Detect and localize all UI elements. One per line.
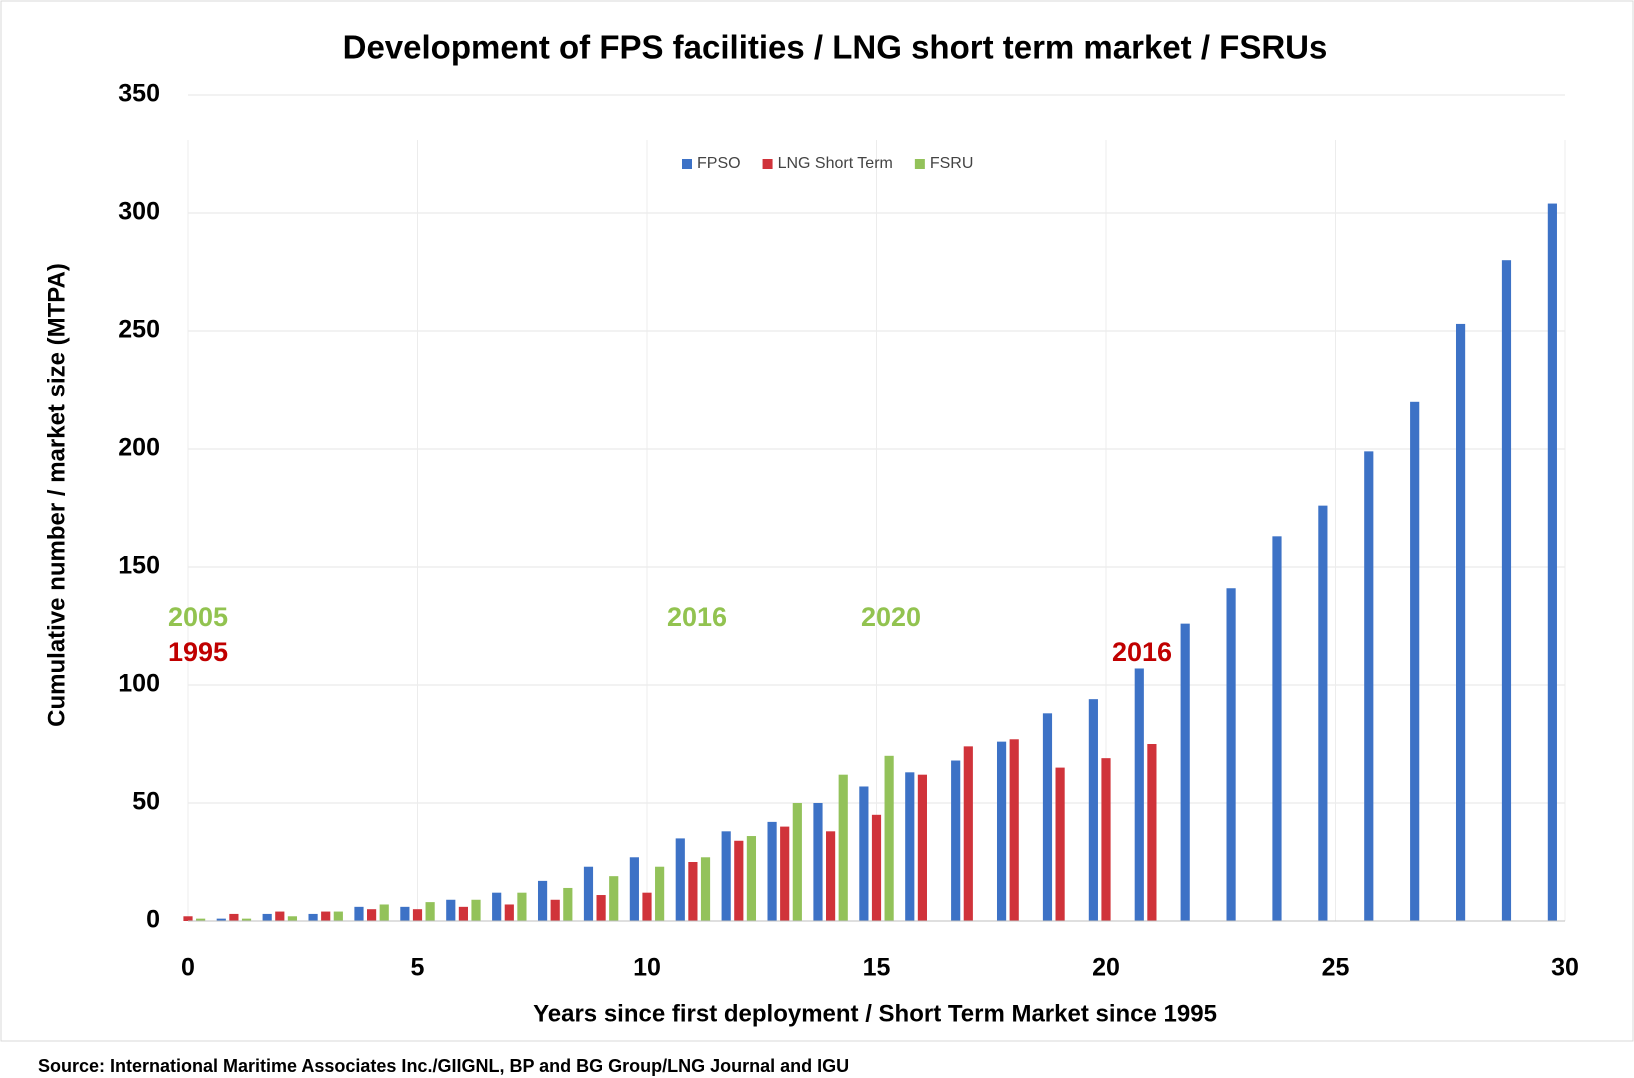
bar — [609, 876, 619, 921]
bar — [734, 840, 744, 921]
bar — [642, 892, 652, 921]
bar — [746, 836, 757, 921]
bar — [1547, 203, 1557, 921]
x-tick-label: 0 — [181, 954, 195, 982]
y-tick-label: 150 — [118, 552, 160, 580]
bar — [537, 880, 548, 921]
bar — [241, 918, 252, 921]
bar — [425, 902, 435, 921]
bar — [871, 814, 882, 921]
bar — [917, 774, 927, 921]
bar — [446, 899, 456, 921]
x-tick-label: 10 — [633, 954, 661, 982]
bar — [951, 760, 961, 921]
bar — [492, 892, 502, 921]
legend-label: FPSO — [697, 155, 741, 172]
bar — [504, 904, 514, 921]
bar — [412, 909, 423, 921]
bar — [884, 755, 894, 921]
bar — [583, 866, 594, 921]
annotation: 1995 — [168, 637, 228, 667]
y-tick-label: 50 — [132, 788, 160, 816]
bar — [1042, 713, 1053, 921]
bar — [1410, 401, 1420, 921]
x-tick-label: 20 — [1092, 954, 1120, 982]
bar — [563, 887, 573, 921]
bar — [458, 906, 468, 921]
bar — [655, 866, 665, 921]
bar — [1055, 767, 1065, 921]
bar — [675, 838, 685, 921]
legend-swatch — [762, 159, 773, 169]
bar — [1180, 623, 1190, 921]
bar — [700, 857, 711, 921]
bar — [367, 909, 377, 921]
bar — [308, 913, 318, 921]
bar — [262, 913, 272, 921]
bar — [1318, 505, 1328, 921]
legend-swatch — [914, 159, 925, 169]
bar — [400, 906, 410, 921]
bar — [826, 831, 836, 921]
bar — [216, 918, 226, 921]
legend-swatch — [682, 159, 692, 169]
bar — [333, 911, 343, 921]
x-tick-label: 25 — [1322, 954, 1350, 982]
bar — [905, 772, 915, 921]
y-tick-label: 200 — [118, 434, 160, 462]
chart-title: Development of FPS facilities / LNG shor… — [343, 29, 1328, 66]
bar — [1501, 260, 1512, 921]
legend-label: LNG Short Term — [778, 155, 893, 172]
bar — [1364, 451, 1374, 921]
bar — [1272, 536, 1282, 921]
bar — [287, 916, 298, 921]
bar — [550, 899, 560, 921]
y-axis-label: Cumulative number / market size (MTPA) — [43, 263, 70, 727]
bar — [1226, 588, 1236, 921]
bar — [1455, 323, 1466, 921]
bar — [354, 906, 364, 921]
bar — [379, 904, 389, 921]
bar — [596, 895, 606, 921]
bar — [813, 803, 823, 921]
bar — [996, 741, 1007, 921]
bar — [517, 892, 527, 921]
x-tick-label: 5 — [411, 954, 425, 982]
bar — [963, 746, 973, 921]
annotation: 2005 — [168, 602, 228, 632]
bar — [1101, 758, 1111, 921]
bar — [859, 786, 869, 921]
bar — [721, 831, 731, 921]
legend-label: FSRU — [930, 155, 974, 172]
y-tick-label: 350 — [118, 80, 160, 108]
bar — [767, 821, 777, 921]
bar — [1147, 744, 1157, 921]
annotation: 2016 — [1112, 637, 1172, 667]
bar — [321, 911, 331, 921]
bar — [780, 826, 790, 921]
y-tick-label: 0 — [146, 906, 160, 934]
y-tick-label: 300 — [118, 198, 160, 226]
y-tick-label: 100 — [118, 670, 160, 698]
bar — [1134, 668, 1144, 921]
bar — [1088, 699, 1098, 921]
bar — [838, 774, 848, 921]
annotation: 2016 — [667, 602, 727, 632]
bar — [471, 899, 481, 921]
bar — [183, 916, 193, 921]
bar — [229, 913, 239, 921]
bar — [792, 803, 802, 921]
bar — [196, 918, 206, 921]
x-tick-label: 15 — [863, 954, 891, 982]
bar — [275, 911, 285, 921]
y-tick-label: 250 — [118, 316, 160, 344]
bar — [1009, 739, 1019, 921]
x-tick-label: 30 — [1551, 954, 1579, 982]
annotation: 2020 — [861, 602, 921, 632]
bar — [688, 862, 698, 921]
bar — [629, 857, 639, 921]
x-axis-label: Years since first deployment / Short Ter… — [533, 1000, 1217, 1027]
source-note: Source: International Maritime Associate… — [38, 1056, 849, 1076]
